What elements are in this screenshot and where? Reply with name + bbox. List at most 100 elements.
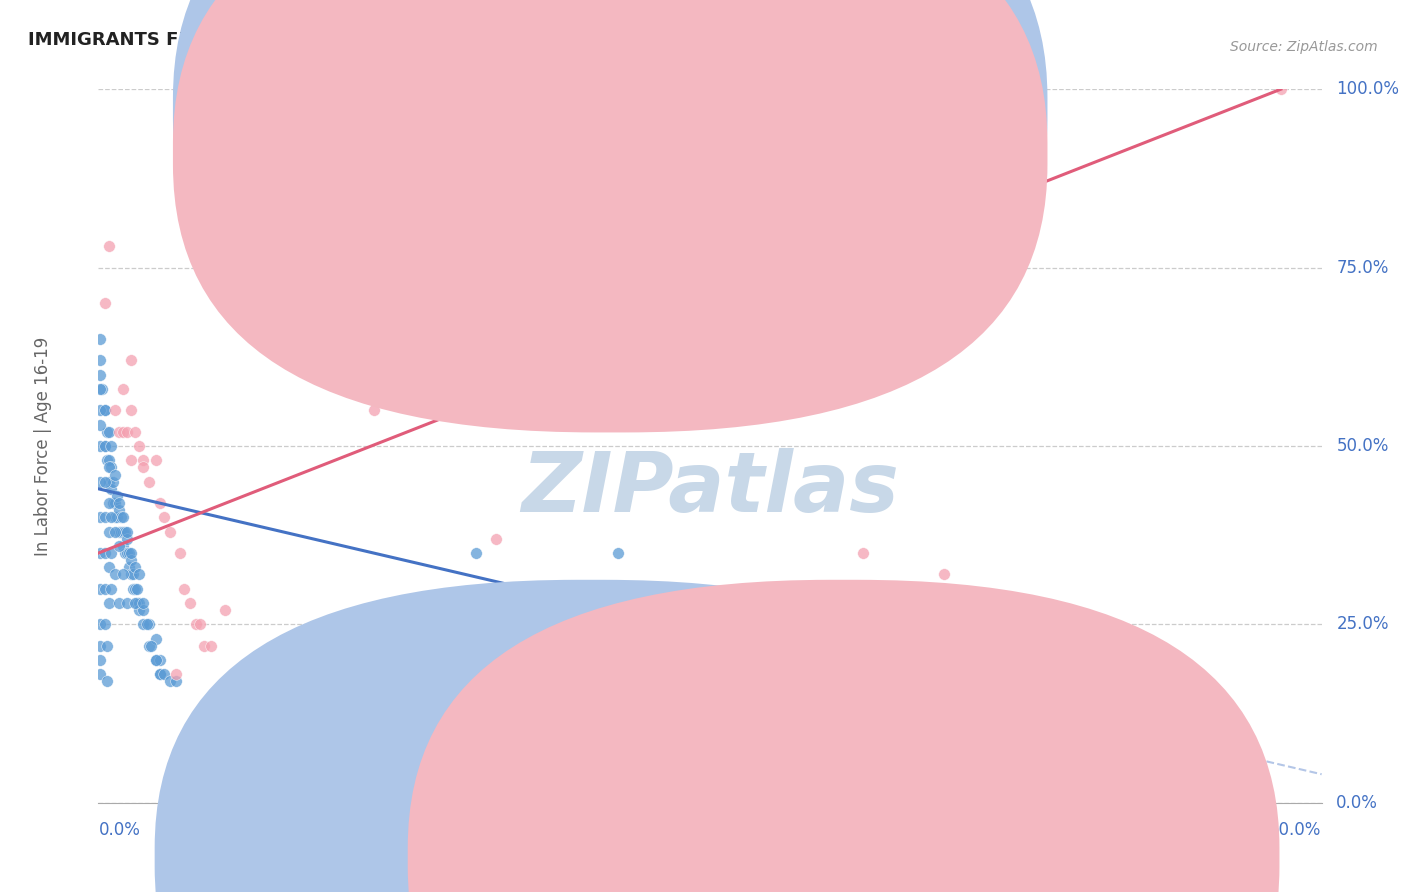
Point: [104, 403, 127, 417]
Point: [132, 460, 155, 475]
Point: [93, 439, 115, 453]
Point: [111, 524, 134, 539]
Point: [100, 482, 122, 496]
Point: [132, 596, 155, 610]
Point: [89, 382, 111, 396]
Text: 0.0%: 0.0%: [1336, 794, 1378, 812]
Point: [89, 653, 111, 667]
Text: IMMIGRANTS FROM GUYANA VS ICELANDER IN LABOR FORCE | AGE 16-19 CORRELATION CHART: IMMIGRANTS FROM GUYANA VS ICELANDER IN L…: [28, 31, 988, 49]
Point: [1270, 82, 1292, 96]
Point: [108, 496, 131, 510]
Point: [97, 560, 120, 574]
Point: [97, 496, 120, 510]
Point: [111, 567, 134, 582]
Point: [93, 403, 115, 417]
Point: [145, 653, 167, 667]
Text: Source: ZipAtlas.com: Source: ZipAtlas.com: [1230, 40, 1378, 54]
Point: [100, 510, 122, 524]
Text: Icelanders: Icelanders: [865, 850, 943, 864]
Point: [186, 617, 208, 632]
Point: [97, 596, 120, 610]
Point: [120, 546, 142, 560]
Point: [214, 603, 236, 617]
Point: [120, 453, 142, 467]
Point: [104, 467, 127, 482]
Text: ZIPatlas: ZIPatlas: [522, 449, 898, 529]
Point: [97, 453, 120, 467]
Point: [104, 567, 127, 582]
Point: [852, 546, 875, 560]
Point: [291, 211, 314, 225]
Point: [132, 453, 155, 467]
Point: [93, 403, 115, 417]
Text: R =: R =: [637, 145, 673, 162]
Point: [124, 582, 146, 596]
Point: [124, 425, 146, 439]
Point: [120, 403, 142, 417]
Point: [179, 596, 201, 610]
Text: 38: 38: [766, 145, 792, 162]
Point: [152, 667, 174, 681]
Point: [173, 582, 195, 596]
Point: [934, 567, 956, 582]
Point: [200, 639, 222, 653]
Point: [138, 639, 160, 653]
Point: [120, 353, 142, 368]
Point: [149, 667, 172, 681]
Point: [100, 582, 122, 596]
Point: [93, 475, 115, 489]
Point: [114, 546, 136, 560]
Point: [136, 617, 159, 632]
Point: [169, 546, 191, 560]
Point: [100, 460, 122, 475]
Point: [122, 582, 145, 596]
Point: [526, 596, 548, 610]
Text: 50.0%: 50.0%: [1336, 437, 1389, 455]
Point: [96, 674, 118, 689]
Point: [93, 582, 115, 596]
Point: [108, 596, 131, 610]
Point: [110, 510, 132, 524]
Point: [96, 639, 118, 653]
Point: [128, 439, 150, 453]
Point: [101, 496, 124, 510]
Point: [127, 596, 149, 610]
Point: [89, 582, 111, 596]
Point: [730, 653, 752, 667]
Point: [97, 475, 120, 489]
Point: [105, 489, 128, 503]
Point: [89, 417, 111, 432]
Text: Immigrants from Guyana: Immigrants from Guyana: [612, 850, 803, 864]
Point: [138, 475, 160, 489]
Point: [159, 674, 181, 689]
Point: [89, 475, 111, 489]
Point: [111, 539, 134, 553]
Text: In Labor Force | Age 16-19: In Labor Force | Age 16-19: [34, 336, 52, 556]
Point: [770, 667, 793, 681]
Point: [96, 453, 118, 467]
Point: [912, 674, 935, 689]
Point: [607, 546, 630, 560]
Point: [120, 567, 142, 582]
Point: [97, 460, 120, 475]
Point: [127, 582, 149, 596]
Point: [138, 617, 160, 632]
Point: [111, 425, 134, 439]
Point: [893, 671, 915, 685]
Point: [91, 382, 114, 396]
Point: [709, 603, 731, 617]
Point: [111, 382, 134, 396]
Point: [165, 667, 187, 681]
Point: [114, 524, 136, 539]
Point: [89, 403, 111, 417]
Text: N =: N =: [735, 145, 772, 162]
Point: [124, 596, 146, 610]
Point: [104, 510, 127, 524]
Point: [93, 296, 115, 310]
Point: [132, 617, 155, 632]
Text: R =: R =: [637, 99, 673, 117]
Point: [93, 546, 115, 560]
Point: [89, 332, 111, 346]
Point: [141, 639, 163, 653]
Text: 75.0%: 75.0%: [1336, 259, 1389, 277]
